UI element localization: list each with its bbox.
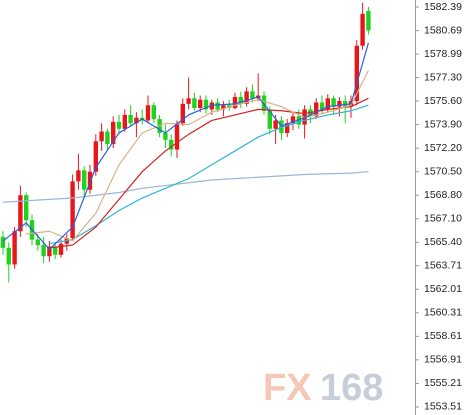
- y-tick-label: 1577.30: [424, 71, 462, 83]
- candle-body: [128, 114, 133, 124]
- candle-body: [186, 98, 191, 104]
- candle-body: [267, 110, 272, 129]
- candle-body: [151, 105, 156, 120]
- candle-body: [0, 236, 6, 248]
- candle-body: [261, 95, 267, 111]
- y-tick-label: 1567.10: [424, 213, 462, 225]
- y-tick-label: 1555.21: [424, 377, 462, 389]
- moving-average-line: [49, 104, 369, 245]
- y-tick-label: 1562.01: [424, 283, 462, 295]
- candle-body: [337, 101, 342, 107]
- y-tick-label: 1558.61: [424, 330, 462, 342]
- candle-body: [87, 171, 93, 190]
- candle-body: [215, 102, 220, 110]
- y-tick-label: 1573.90: [424, 118, 462, 130]
- y-tick-label: 1570.50: [424, 165, 462, 177]
- y-tick-label: 1565.40: [424, 236, 462, 248]
- candle-body: [93, 141, 98, 172]
- y-tick-label: 1575.60: [424, 95, 462, 107]
- candle-body: [302, 109, 307, 125]
- moving-average-line: [2, 42, 369, 251]
- candle-body: [82, 170, 87, 190]
- candle-body: [198, 99, 203, 109]
- candle-body: [209, 102, 214, 110]
- candle-body: [163, 132, 168, 140]
- candle-body: [343, 101, 348, 107]
- watermark: FX: [263, 367, 312, 409]
- candle-body: [244, 91, 249, 104]
- y-tick-label: 1580.69: [424, 24, 462, 36]
- y-tick-label: 1572.20: [424, 142, 462, 154]
- candle-body: [331, 98, 336, 107]
- candle-body: [314, 102, 319, 117]
- candle-body: [12, 231, 17, 265]
- candle-body: [366, 11, 371, 31]
- candle-body: [6, 247, 11, 265]
- y-tick-label: 1568.80: [424, 189, 462, 201]
- candle-body: [290, 116, 296, 124]
- y-tick-label: 1563.71: [424, 260, 462, 272]
- y-tick-label: 1553.51: [424, 401, 462, 413]
- candle-body: [122, 114, 127, 129]
- candle-body: [116, 121, 122, 129]
- candle-body: [238, 96, 243, 104]
- candle-body: [111, 121, 116, 145]
- y-tick-label: 1578.99: [424, 48, 462, 60]
- candle-body: [221, 105, 226, 110]
- moving-average-line: [2, 171, 369, 203]
- candle-body: [53, 246, 58, 255]
- candle-body: [296, 116, 301, 125]
- candle-body: [145, 105, 151, 121]
- candle-body: [250, 91, 255, 99]
- y-tick-label: 1560.31: [424, 307, 462, 319]
- candle-body: [76, 170, 81, 182]
- y-tick-label: 1556.91: [424, 354, 462, 366]
- moving-average-line: [26, 70, 369, 242]
- candle-body: [273, 120, 278, 129]
- candle-body: [354, 45, 359, 102]
- candle-body: [99, 131, 104, 142]
- watermark: 168: [320, 367, 383, 409]
- candle-body: [24, 195, 29, 221]
- candle-body: [325, 98, 330, 110]
- candle-body: [105, 131, 110, 145]
- candle-body: [279, 120, 284, 133]
- candle-body: [41, 245, 46, 257]
- candle-body: [58, 243, 64, 255]
- moving-average-line: [49, 97, 369, 249]
- candle-body: [35, 239, 40, 246]
- candle-body: [47, 246, 52, 257]
- candle-body: [134, 117, 139, 124]
- candle-body: [180, 103, 185, 124]
- candle-body: [285, 123, 290, 133]
- candle-body: [232, 96, 238, 109]
- y-tick-label: 1582.39: [424, 1, 462, 13]
- candle-body: [18, 195, 23, 232]
- candle-body: [169, 139, 174, 150]
- candle-body: [319, 102, 325, 110]
- candle-body: [192, 98, 197, 109]
- candle-body: [203, 99, 209, 110]
- candle-body: [174, 123, 180, 150]
- candle-body: [360, 13, 365, 46]
- candle-body: [70, 181, 75, 239]
